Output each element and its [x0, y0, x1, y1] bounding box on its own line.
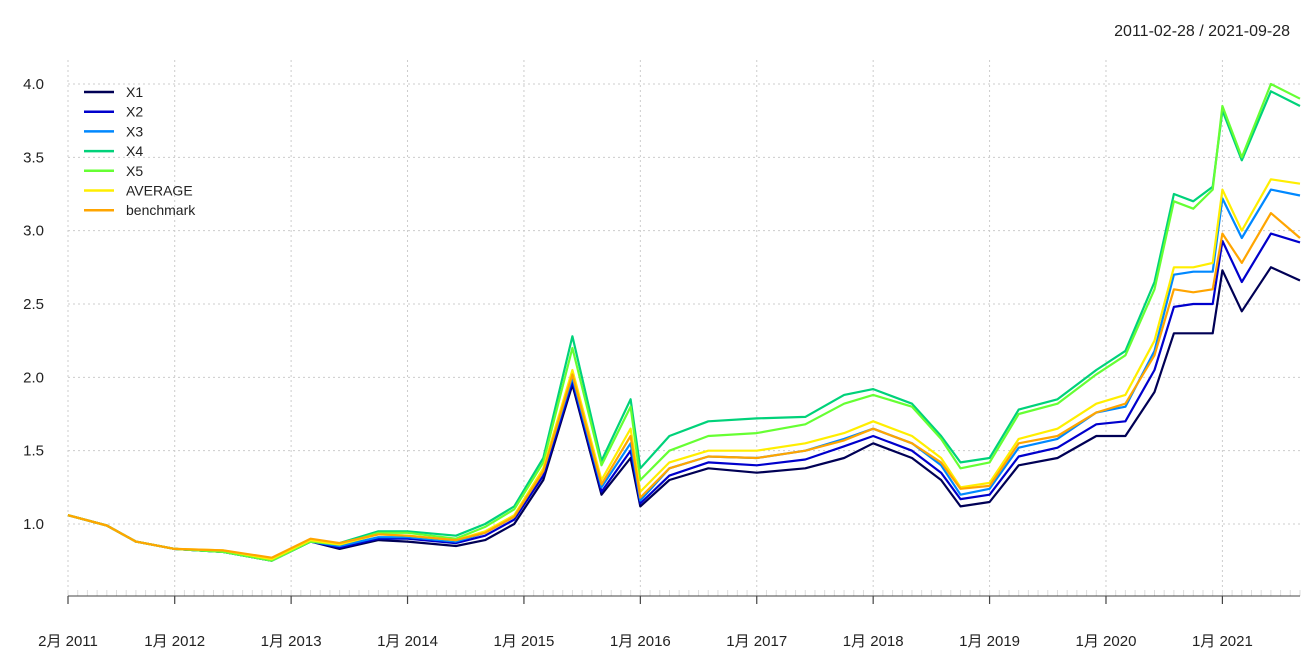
series-lines [67, 82, 1301, 562]
date-range-label: 2011-02-28 / 2021-09-28 [1114, 23, 1290, 40]
x-tick-label: 1月 2018 [843, 633, 904, 650]
x-tick-label: 1月 2016 [610, 633, 671, 650]
legend-label: benchmark [126, 202, 196, 218]
legend-label: X5 [126, 163, 143, 179]
axes: 1.0 1.5 2.0 2.5 3.0 3.5 4.0 2月 2011 1月 2012 1月 20… [23, 76, 1301, 650]
series-line-average [67, 178, 1301, 561]
series-line-x5 [67, 82, 1301, 562]
x-tick-label: 1月 2013 [261, 633, 322, 650]
y-tick-label: 3.5 [23, 149, 44, 166]
y-tick-label: 2.5 [23, 296, 44, 313]
legend-label: X2 [126, 104, 143, 120]
legend-label: X4 [126, 143, 143, 159]
x-tick-label: 1月 2012 [144, 633, 205, 650]
legend: X1 X2 X3 X4 X5 AVERAGE benchmark [84, 84, 196, 218]
y-tick-label: 1.5 [23, 443, 44, 460]
series-line-benchmark [67, 212, 1301, 559]
series-line-x4 [67, 90, 1301, 562]
legend-label: X3 [126, 123, 143, 139]
y-tick-label: 2.0 [23, 369, 44, 386]
x-tick-label: 1月 2014 [377, 633, 438, 650]
x-tick-label: 1月 2019 [959, 633, 1020, 650]
x-tick-label: 1月 2015 [493, 633, 554, 650]
legend-label: X1 [126, 84, 143, 100]
series-line-x3 [67, 188, 1301, 562]
legend-label: AVERAGE [126, 183, 193, 199]
y-tick-label: 3.0 [23, 223, 44, 240]
y-tick-label: 4.0 [23, 76, 44, 93]
y-tick-label: 1.0 [23, 516, 44, 533]
x-tick-label: 1月 2020 [1076, 633, 1137, 650]
x-tick-label: 2月 2011 [38, 633, 98, 650]
x-tick-label: 1月 2021 [1192, 633, 1253, 650]
x-tick-label: 1月 2017 [726, 633, 787, 650]
grid-lines [67, 60, 1300, 588]
series-line-x1 [67, 266, 1301, 562]
